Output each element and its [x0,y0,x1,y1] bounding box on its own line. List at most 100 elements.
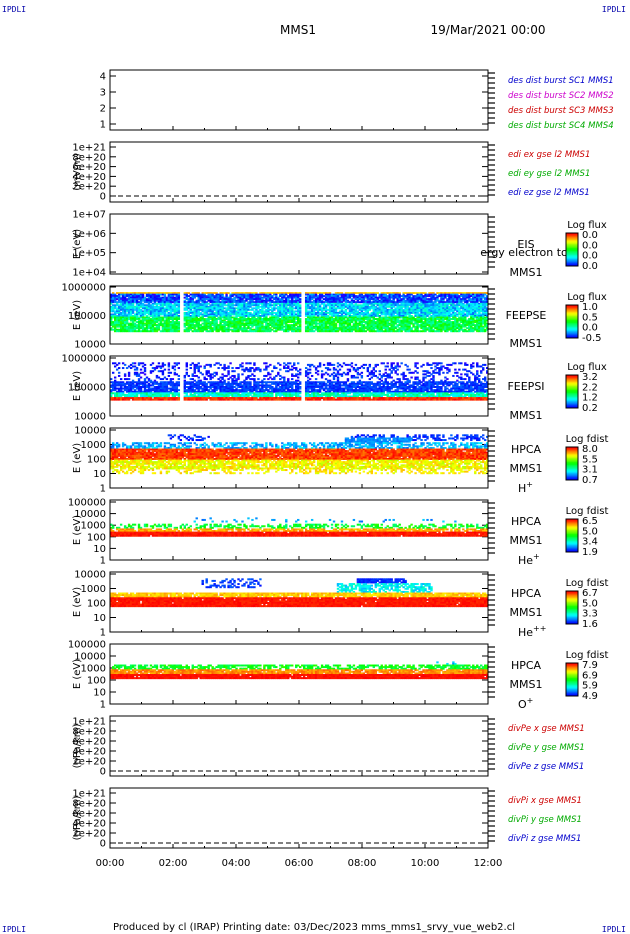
spectrogram-cell [251,321,254,324]
spectrogram-cell [410,311,413,314]
spectrogram-cell [277,311,280,314]
spectrogram-cell [123,304,127,307]
spectrogram-cell [358,330,362,333]
spectrogram-cell [251,307,254,310]
spectrogram-cell [330,327,334,330]
spectrogram-cell [269,319,272,322]
spectrogram-cell [115,390,119,393]
spectrogram-cell [219,321,222,324]
spectrogram-cell [209,311,212,314]
spectrogram-cell [169,316,173,319]
spectrogram-cell [366,302,370,305]
spectrogram-cell [167,302,171,305]
spectrogram-cell [255,296,258,299]
spectrogram-cell [332,307,336,310]
spectrogram-cell [233,308,236,311]
spectrogram-cell [149,379,153,382]
spectrogram-cell [197,305,200,308]
spectrogram-cell [352,301,356,304]
spectrogram-cell [205,304,208,307]
spectrogram-cell [322,327,326,330]
spectrogram-cell [173,315,177,317]
spectrogram-cell [111,321,115,324]
spectrogram-cell [215,304,218,307]
spectrogram-cell [404,305,407,308]
spectrogram-cell [221,301,224,304]
spectrogram-cell [255,310,258,313]
spectrogram-cell [348,302,352,305]
spectrogram-cell [438,304,441,307]
spectrogram-cell [348,324,352,327]
spectrogram-cell [141,313,145,316]
spectrogram-cell [424,302,427,305]
spectrogram-cell [171,328,175,331]
spectrogram-cell [388,296,391,299]
spectrogram-cell [205,322,208,325]
spectrogram-cell [157,322,161,325]
spectrogram-cell [255,305,258,308]
spectrogram-cell [297,295,300,298]
spectrogram-cell [213,308,216,311]
spectrogram-cell [378,301,381,304]
spectrogram-cell [468,318,471,320]
spectrogram-cell [454,318,457,320]
spectrogram-cell [249,301,252,304]
spectrogram-cell [362,292,366,295]
spectrogram-cell [143,379,147,382]
spectrogram-cell [438,327,441,330]
spectrogram-cell [482,308,485,311]
spectrogram-cell [336,327,340,330]
spectrogram-cell [201,328,204,331]
spectrogram-cell [223,321,226,324]
spectrogram-cell [155,292,159,295]
spectrogram-cell [237,319,240,322]
spectrogram-cell [135,374,139,377]
spectrogram-cell [474,310,477,313]
spectrogram-cell [209,299,212,302]
spectrogram-cell [450,322,453,325]
spectrogram-cell [316,302,320,305]
spectrogram-cell [364,308,368,311]
spectrogram-cell [285,308,288,311]
spectrogram-cell [215,324,218,327]
spectrogram-cell [113,387,117,390]
spectrogram-cell [273,301,276,304]
spectrogram-cell [396,330,399,333]
spectrogram-cell [358,318,362,320]
spectrogram-cell [199,304,202,307]
spectrogram-cell [139,319,143,322]
spectrogram-cell [342,321,346,324]
spectrogram-cell [175,304,179,307]
spectrogram-cell [424,299,427,302]
spectrogram-cell [127,393,131,396]
spectrogram-cell [366,299,370,302]
spectrogram-cell [372,293,375,296]
spectrogram-cell [119,311,123,314]
spectrogram-cell [209,315,212,317]
spectrogram-cell [243,324,246,327]
spectrogram-cell [392,298,395,301]
spectrogram-cell [187,292,190,295]
spectrogram-cell [229,313,232,316]
spectrogram-cell [482,296,485,299]
spectrogram-cell [137,387,141,390]
spectrogram-cell [448,302,451,305]
spectrogram-cell [217,324,220,327]
spectrogram-cell [422,324,425,327]
spectrogram-cell [338,299,342,302]
spectrogram-cell [430,307,433,310]
spectrogram-cell [211,304,214,307]
spectrogram-cell [476,307,479,310]
spectrogram-cell [291,328,294,331]
spectrogram-cell [113,313,117,316]
spectrogram-cell [125,322,129,325]
spectrogram-cell [380,310,383,313]
spectrogram-cell [390,307,393,310]
spectrogram-cell [219,311,222,314]
spectrogram-cell [476,298,479,301]
spectrogram-cell [350,316,354,319]
spectrogram-cell [163,304,167,307]
spectrogram-cell [231,302,234,305]
scale-swatch [566,332,578,335]
spectrogram-cell [163,307,167,310]
